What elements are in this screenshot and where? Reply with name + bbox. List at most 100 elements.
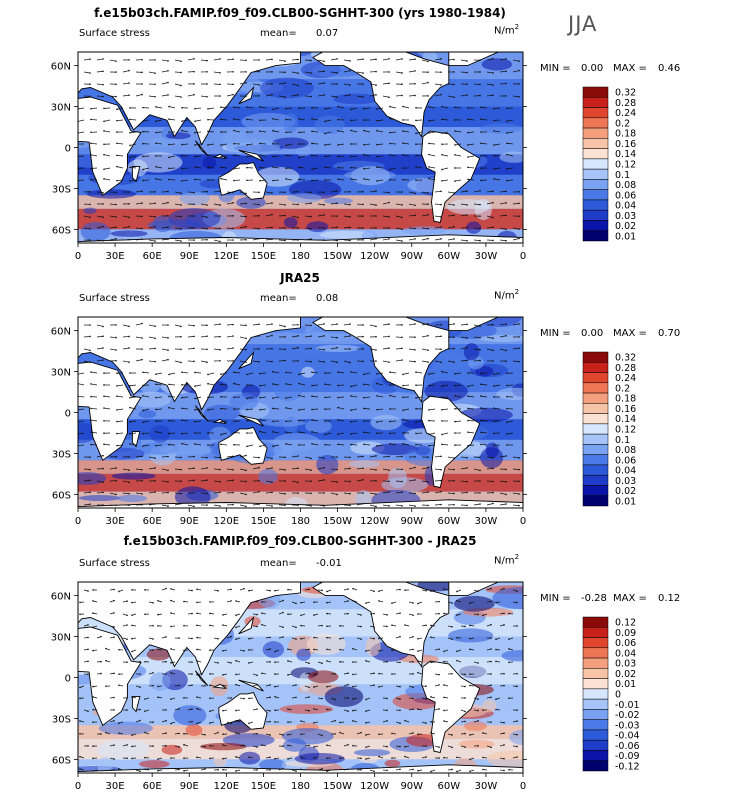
vector-head [443,709,445,712]
vector-head [310,202,312,204]
lon-tick-label: 120W [360,516,389,527]
stress-vector [350,395,358,398]
vector-head [92,757,94,760]
vector-head [456,590,458,593]
colorbar-box [582,739,609,751]
vector-head [287,758,289,760]
vector-head [271,347,273,350]
stress-vector [304,504,312,507]
vector-head [490,660,492,663]
stress-vector [408,203,416,206]
colorbar-box [582,179,609,190]
stress-vector [83,360,91,363]
stress-vector [460,347,468,350]
vector-head [157,625,159,627]
vector-head [362,467,364,469]
vector-head [313,648,315,651]
vector-head [365,650,367,652]
vector-head [453,361,455,363]
vector-head [284,336,286,338]
map-panel-1: f.e15b03ch.FAMIP.f09_f09.CLB00-SGHHT-300… [0,0,733,265]
vector-head [297,492,299,494]
vector-head [141,337,143,339]
stress-vector [337,419,345,422]
stress-vector [376,119,384,122]
stress-vector [317,479,325,482]
vector-head [259,106,261,108]
vector-head [115,216,117,218]
vector-head [170,757,172,759]
vector-head [89,491,91,494]
stress-vector [382,336,390,338]
lat-tick-label: 0 [65,409,71,420]
vector-head [506,120,508,123]
stress-vector [129,396,137,399]
vector-head [427,334,429,337]
stress-vector [226,455,234,458]
vector-head [427,214,429,216]
lon-tick-label: 60E [143,516,162,527]
field-patch [111,472,156,480]
stress-vector [382,504,390,507]
stress-vector [421,335,429,338]
vector-head [308,648,310,651]
vector-head [245,81,247,84]
vector-head [516,733,518,736]
vector-head [516,625,518,627]
vector-head [285,107,287,110]
vector-head [313,757,315,759]
vector-head [233,443,235,446]
vector-head [454,395,456,397]
vector-head [477,745,479,747]
vector-head [466,226,468,229]
vector-head [282,734,284,736]
vector-head [337,144,339,146]
stress-vector [207,107,215,110]
vector-head [375,455,377,457]
stress-vector [78,179,85,181]
vector-head [92,626,94,629]
vector-head [103,407,105,409]
stress-vector [356,479,364,482]
stress-vector [460,239,468,242]
vector-head [337,433,339,435]
vector-head [313,673,315,676]
stress-vector [434,226,442,229]
stress-vector [161,468,169,471]
lon-tick-label: 150W [323,781,352,792]
vector-head [378,590,380,593]
vector-head [220,166,222,169]
vector-head [336,83,338,85]
stress-vector [259,179,267,182]
vector-head [324,396,326,399]
vector-head [336,323,338,325]
vector-head [506,168,508,170]
vector-head [480,118,482,120]
stress-vector [233,383,241,386]
vector-head [430,661,432,664]
stress-vector [148,239,156,242]
vector-head [495,601,497,604]
vector-head [232,239,234,241]
vector-head [347,683,349,686]
field-patch [415,445,431,456]
vector-head [90,431,92,433]
vector-head [492,337,494,340]
vector-head [183,743,185,746]
vector-head [326,625,328,628]
vector-head [349,203,351,206]
vector-head [284,456,286,459]
stress-vector [376,130,384,133]
stress-vector [441,384,449,387]
stress-vector [311,443,319,446]
vector-head [129,118,131,121]
vector-head [128,191,130,193]
vector-head [129,156,131,159]
vector-head [284,469,286,471]
vector-head [389,371,391,373]
max-value: 0.12 [658,593,681,604]
vector-head [427,227,429,230]
colorbar-box [582,168,609,180]
colorbar-box [582,189,609,201]
stress-vector [473,503,481,506]
